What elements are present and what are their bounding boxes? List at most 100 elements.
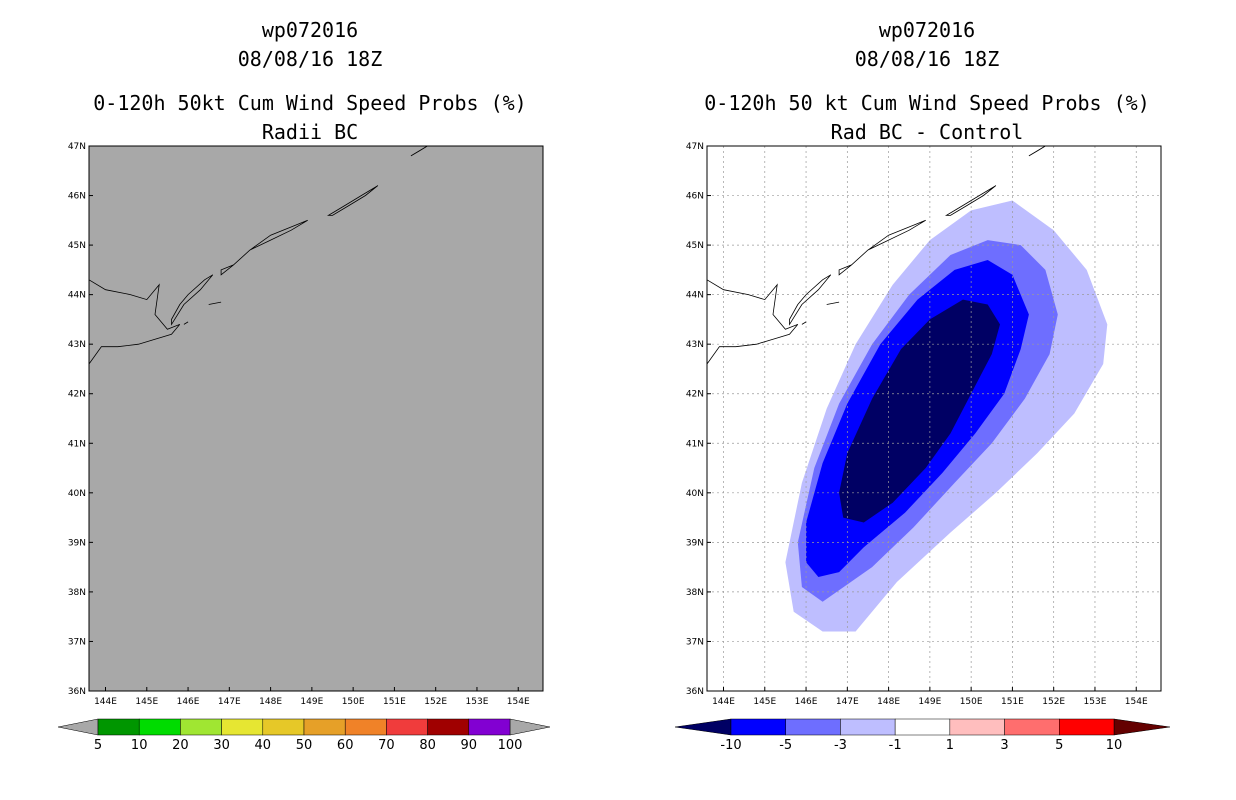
colorbar-label: 20: [172, 738, 189, 753]
coast-island-5: [801, 321, 807, 325]
colorbar-swatch: [785, 718, 841, 736]
x-tick-label: 150E: [342, 697, 365, 707]
colorbar-swatch: [344, 718, 387, 736]
left-title-2: 08/08/16 18Z: [238, 47, 383, 71]
y-tick-label: 45N: [68, 241, 86, 251]
colorbar-label: 3: [1000, 738, 1008, 753]
coast-island-0: [789, 274, 832, 326]
colorbar-swatch: [894, 718, 951, 736]
right-plot-frame: [706, 145, 1162, 692]
colorbar-label: 10: [1106, 738, 1123, 753]
colorbar-end-low: [674, 718, 732, 736]
coast-island-1: [220, 219, 308, 276]
colorbar-label: 10: [131, 738, 148, 753]
left-colorbar: 5 10 20 30 40 50 60 70 80 90 100: [57, 718, 551, 753]
right-title-4: Rad BC - Control: [831, 120, 1024, 144]
coast-island-3: [410, 145, 428, 157]
left-plot-background: [89, 146, 543, 691]
right-gridlines: [707, 146, 1161, 691]
y-tick-label: 46N: [68, 192, 86, 202]
y-tick-label: 47N: [68, 142, 86, 152]
y-tick-label: 41N: [68, 439, 86, 449]
y-tick-label: 38N: [686, 588, 704, 598]
y-tick-label: 39N: [68, 538, 86, 548]
colorbar-swatch: [1059, 718, 1115, 736]
right-title-2: 08/08/16 18Z: [855, 47, 1000, 71]
y-tick-label: 42N: [68, 390, 86, 400]
right-title-1: wp072016: [879, 18, 975, 42]
colorbar-label: 60: [337, 738, 354, 753]
y-tick-label: 45N: [686, 241, 704, 251]
colorbar-swatch: [138, 718, 181, 736]
colorbar-label: 1: [946, 738, 954, 753]
x-tick-label: 144E: [94, 697, 117, 707]
colorbar-label: -5: [779, 738, 792, 753]
y-tick-label: 41N: [686, 439, 704, 449]
x-tick-label: 154E: [507, 697, 530, 707]
colorbar-label: 5: [1055, 738, 1063, 753]
x-tick-label: 144E: [712, 697, 735, 707]
right-colorbar: -10 -5 -3 -1 1 3 5 10: [674, 718, 1171, 753]
x-tick-label: 148E: [259, 697, 282, 707]
colorbar-swatch: [1004, 718, 1060, 736]
x-tick-label: 153E: [1084, 697, 1107, 707]
y-tick-label: 46N: [686, 192, 704, 202]
colorbar-swatch: [262, 718, 305, 736]
x-tick-label: 154E: [1125, 697, 1148, 707]
y-tick-label: 43N: [686, 340, 704, 350]
coast-island-4: [826, 301, 840, 305]
coast-island-2: [326, 185, 379, 216]
x-tick-label: 146E: [795, 697, 818, 707]
x-tick-label: 153E: [466, 697, 489, 707]
y-tick-label: 38N: [68, 588, 86, 598]
colorbar-label: 30: [213, 738, 230, 753]
x-tick-label: 145E: [135, 697, 158, 707]
colorbar-label: 90: [461, 738, 478, 753]
left-plot-frame: [88, 145, 544, 692]
coast-hokkaido: [706, 279, 799, 365]
x-tick-label: 151E: [1001, 697, 1024, 707]
contour-region-3: [839, 299, 1000, 523]
colorbar-label: 100: [498, 738, 523, 753]
x-tick-label: 149E: [918, 697, 941, 707]
x-tick-label: 152E: [1042, 697, 1065, 707]
colorbar-swatch: [840, 718, 896, 736]
colorbar-swatch: [386, 718, 428, 736]
colorbar-swatch: [427, 718, 470, 736]
colorbar-swatch: [303, 718, 346, 736]
y-tick-label: 36N: [686, 687, 704, 697]
y-tick-label: 36N: [68, 687, 86, 697]
colorbar-label: 70: [378, 738, 395, 753]
colorbar-swatch: [97, 718, 140, 736]
left-title-1: wp072016: [262, 18, 358, 42]
coast-hokkaido: [88, 279, 181, 365]
colorbar-label: 40: [255, 738, 272, 753]
x-tick-label: 147E: [836, 697, 859, 707]
x-tick-label: 145E: [753, 697, 776, 707]
coast-island-5: [183, 321, 189, 325]
colorbar-swatch: [180, 718, 222, 736]
coast-island-4: [208, 301, 222, 305]
y-tick-label: 44N: [686, 291, 704, 301]
left-panel: wp072016 08/08/16 18Z 0-120h 50kt Cum Wi…: [57, 18, 551, 753]
left-title-4: Radii BC: [262, 120, 358, 144]
colorbar-swatch: [468, 718, 511, 736]
colorbar-swatch: [221, 718, 264, 736]
y-tick-label: 43N: [68, 340, 86, 350]
x-tick-label: 148E: [877, 697, 900, 707]
coast-island-1: [838, 219, 926, 276]
y-tick-label: 40N: [686, 489, 704, 499]
colorbar-label: 5: [94, 738, 102, 753]
right-contours: [785, 200, 1108, 632]
colorbar-label: -1: [889, 738, 902, 753]
coast-island-3: [1028, 145, 1046, 157]
colorbar-end-high: [509, 718, 551, 736]
y-tick-label: 44N: [68, 291, 86, 301]
y-tick-label: 47N: [686, 142, 704, 152]
x-tick-label: 146E: [177, 697, 200, 707]
left-coastline: [88, 145, 428, 365]
left-title-3: 0-120h 50kt Cum Wind Speed Probs (%): [93, 91, 526, 115]
coast-island-0: [171, 274, 214, 326]
x-tick-label: 147E: [218, 697, 241, 707]
